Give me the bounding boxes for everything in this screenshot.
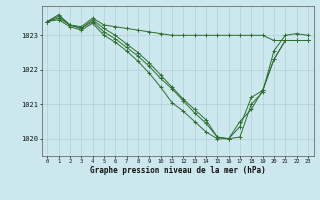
X-axis label: Graphe pression niveau de la mer (hPa): Graphe pression niveau de la mer (hPa) xyxy=(90,166,266,175)
